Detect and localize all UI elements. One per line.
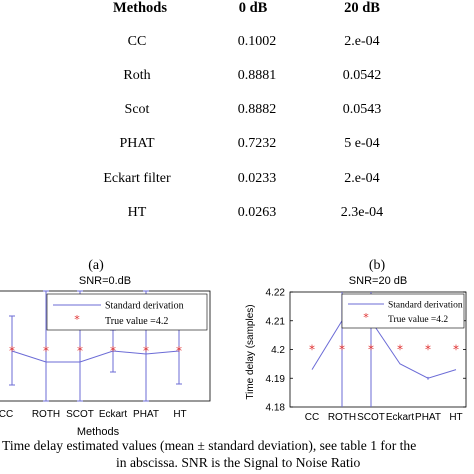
x-tick-label: CC bbox=[0, 409, 13, 420]
table-cell-method: HT bbox=[127, 205, 147, 220]
chart-a-axes-box bbox=[0, 290, 211, 402]
table-cell-20db: 0.0542 bbox=[342, 68, 382, 83]
chart-b-legend-true-label: True value =4.2 bbox=[388, 315, 448, 325]
true-value-marker: * bbox=[453, 343, 459, 357]
figure-svg: SNR=0.dB * * * * * *CC ROTH SCOT Eckart PHAT HT St… bbox=[0, 275, 467, 438]
table-cell-method: Roth bbox=[123, 68, 151, 83]
table-header-20db: 20 dB bbox=[344, 0, 380, 16]
table-cell-0db: 0.0263 bbox=[237, 205, 277, 220]
chart-b: SNR=20 dB Time delay (samples) 4.22 4.21 4… bbox=[245, 275, 467, 423]
true-value-marker: * bbox=[309, 343, 315, 357]
table-cell-20db: 2.e-04 bbox=[344, 34, 380, 49]
chart-a-xlabel: Methods bbox=[77, 426, 120, 438]
panel-label-b: (b) bbox=[368, 258, 386, 273]
figure-caption-line-2: in abscissa. SNR is the Signal to Noise … bbox=[116, 455, 361, 470]
table-cell-20db: 2.3e-04 bbox=[340, 205, 384, 220]
chart-b-legend-box bbox=[341, 293, 465, 329]
chart-a-legend: Standard derivation * True value =4.2 bbox=[46, 293, 208, 331]
table-cell-method: Eckart filter bbox=[103, 171, 171, 186]
true-value-marker: * bbox=[43, 344, 49, 358]
true-value-marker: * bbox=[176, 344, 182, 358]
table-cell-method: PHAT bbox=[119, 136, 155, 151]
y-tick-label: 4.18 bbox=[266, 403, 286, 414]
true-value-marker: * bbox=[9, 344, 15, 358]
x-tick-label: SCOT bbox=[66, 409, 94, 420]
chart-a-legend-true-label: True value =4.2 bbox=[105, 316, 168, 327]
true-value-marker: * bbox=[397, 343, 403, 357]
legend-star-swatch: * bbox=[74, 313, 80, 326]
table-cell-20db: 0.0543 bbox=[342, 102, 382, 117]
true-value-marker: * bbox=[143, 344, 149, 358]
table-cell-0db: 0.7232 bbox=[237, 136, 277, 151]
x-tick-label: Eckart bbox=[386, 412, 415, 423]
x-tick-label: SCOT bbox=[357, 412, 385, 423]
mean-line bbox=[311, 320, 457, 379]
chart-b-legend-std-label: Standard derivation bbox=[388, 301, 463, 311]
table-cell-20db: 2.e-04 bbox=[344, 171, 380, 186]
chart-a-title: SNR=0.dB bbox=[79, 275, 131, 287]
legend-star-swatch: * bbox=[363, 311, 369, 324]
panel-label-a: (a) bbox=[88, 258, 104, 273]
x-tick-label: Eckart bbox=[99, 409, 128, 420]
x-tick-label: PHAT bbox=[415, 412, 441, 423]
results-table: Methods 0 dB 20 dB CC 0.1002 2.e-04 Roth… bbox=[103, 0, 384, 220]
x-tick-label: ROTH bbox=[328, 412, 356, 423]
table-cell-method: Scot bbox=[124, 102, 150, 117]
chart-a: SNR=0.dB * * * * * * CC ROTH SCOT Eckart PHAT HT St… bbox=[0, 275, 211, 438]
figure-caption-line-1: Time delay estimated values (mean ± stan… bbox=[2, 438, 417, 453]
table-header-0db: 0 dB bbox=[238, 0, 268, 16]
chart-b-ylabel: Time delay (samples) bbox=[245, 304, 256, 399]
chart-b-title: SNR=20 dB bbox=[349, 275, 407, 287]
true-value-marker: * bbox=[77, 344, 83, 358]
table-cell-0db: 0.0233 bbox=[237, 171, 277, 186]
table-cell-0db: 0.8882 bbox=[237, 102, 277, 117]
chart-b-legend: Standard derivation * True value =4.2 bbox=[341, 293, 465, 329]
x-tick-label: ROTH bbox=[32, 409, 60, 420]
table-cell-0db: 0.8881 bbox=[237, 68, 277, 83]
x-tick-label: HT bbox=[173, 409, 186, 420]
mean-line bbox=[11, 350, 180, 363]
x-tick-label: PHAT bbox=[133, 409, 159, 420]
true-value-marker: * bbox=[425, 343, 431, 357]
table-cell-method: CC bbox=[127, 34, 147, 49]
true-value-marker: * bbox=[110, 344, 116, 358]
y-tick-label: 4.22 bbox=[266, 288, 286, 299]
true-value-marker: * bbox=[368, 343, 374, 357]
x-tick-label: HT bbox=[449, 412, 462, 423]
y-tick-label: 4.2 bbox=[271, 345, 285, 356]
x-tick-label: CC bbox=[305, 412, 319, 423]
table-cell-0db: 0.1002 bbox=[237, 34, 277, 49]
chart-a-legend-std-label: Standard derivation bbox=[105, 301, 184, 312]
y-tick-label: 4.19 bbox=[266, 374, 286, 385]
chart-a-legend-box bbox=[46, 293, 208, 331]
y-tick-label: 4.21 bbox=[266, 316, 286, 327]
table-header-methods: Methods bbox=[113, 0, 167, 16]
true-value-marker: * bbox=[339, 343, 345, 357]
table-cell-20db: 5 e-04 bbox=[344, 136, 380, 151]
